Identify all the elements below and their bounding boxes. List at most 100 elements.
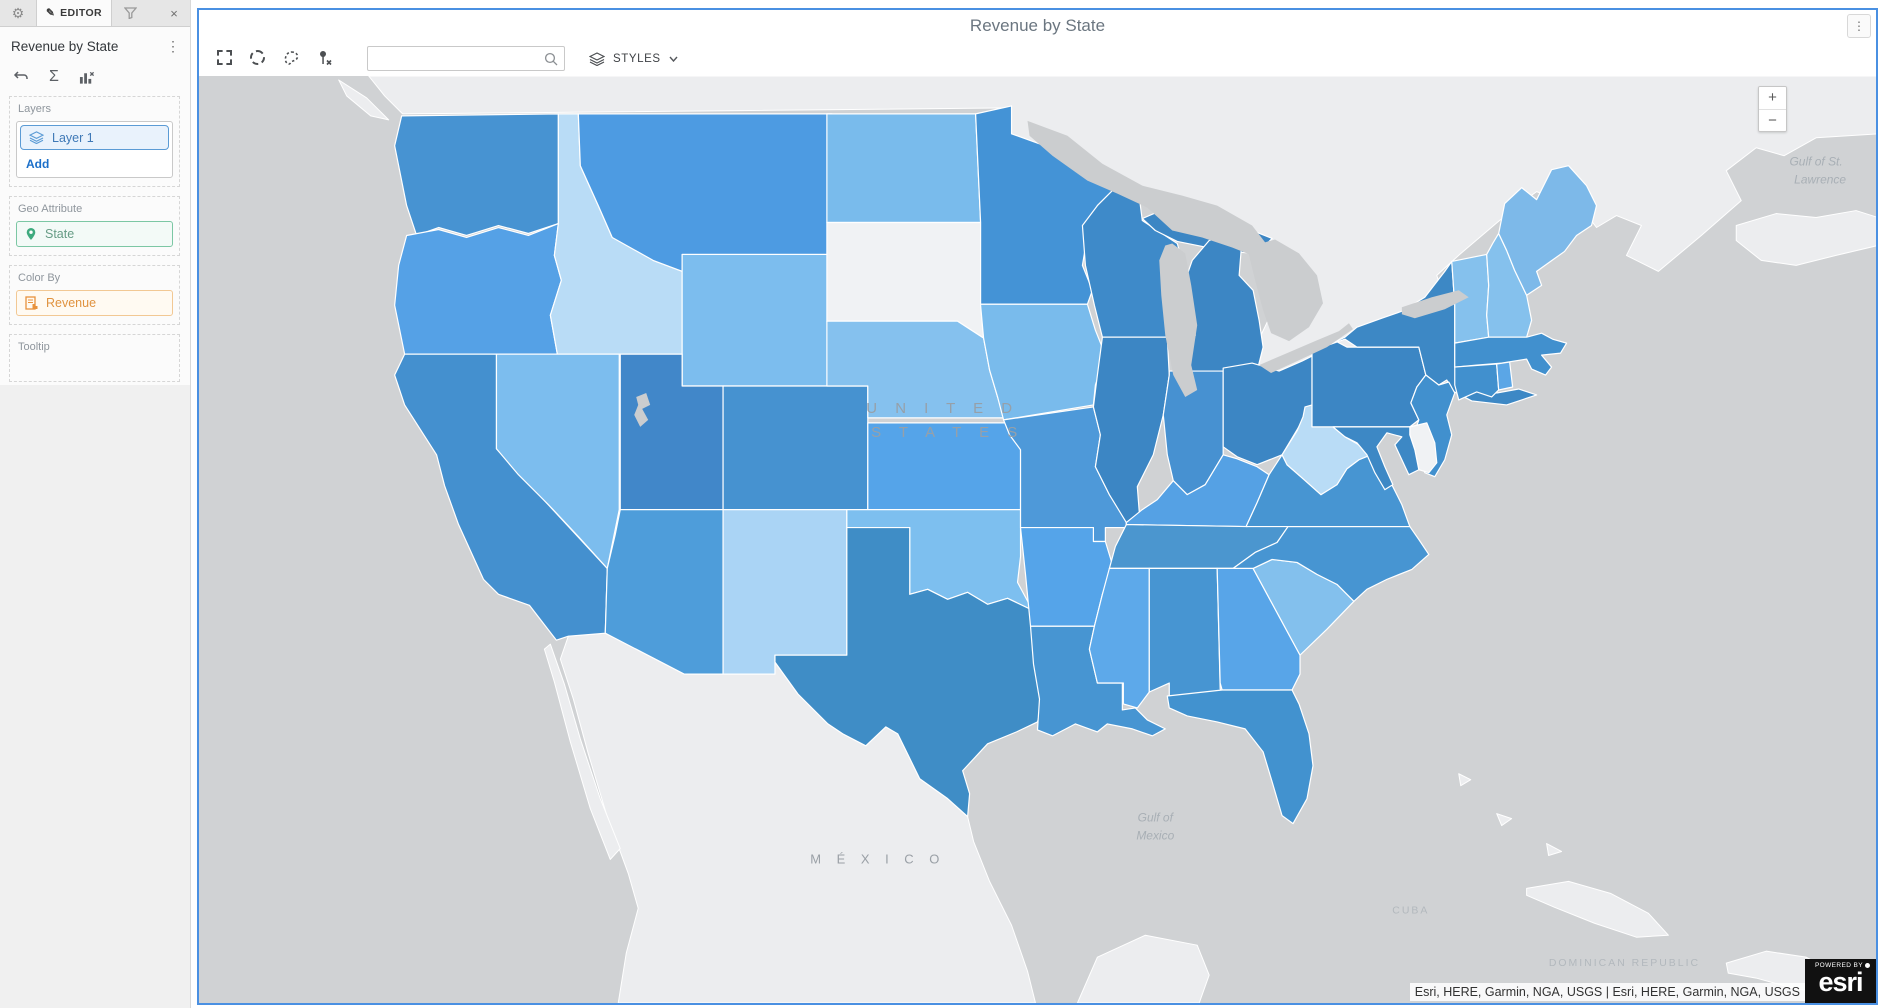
layer-item-selected[interactable]: Layer 1: [20, 125, 169, 150]
map-label: Gulf of St.: [1790, 155, 1843, 169]
land-vancouver-island: [338, 79, 390, 121]
state-fl[interactable]: [1166, 689, 1314, 825]
state-wa[interactable]: [394, 113, 559, 237]
state-pa[interactable]: [1311, 338, 1427, 428]
sigma-icon[interactable]: Σ: [49, 68, 59, 85]
land-cuba: [1526, 880, 1669, 938]
styles-dropdown[interactable]: STYLES: [589, 51, 678, 66]
state-nh[interactable]: [1486, 232, 1533, 338]
styles-label: STYLES: [613, 52, 661, 65]
great-salt-lake: [634, 392, 651, 427]
geo-attribute-pill[interactable]: State: [16, 221, 173, 247]
panel-kebab-menu[interactable]: ⋮: [166, 38, 180, 54]
lake-superior: [1027, 120, 1270, 258]
section-tooltip: Tooltip: [9, 334, 180, 382]
state-md[interactable]: [1332, 426, 1420, 491]
widget-title: Revenue by State: [969, 15, 1106, 35]
color-by-pill[interactable]: Revenue: [16, 290, 173, 316]
map-label: Mexico: [1136, 829, 1174, 843]
map-label: M É X I C O: [810, 851, 945, 866]
land-baja-california: [543, 643, 621, 860]
land-bahama-3: [1458, 773, 1472, 787]
land-bahama-2: [1546, 843, 1563, 856]
layers-icon: [29, 131, 44, 144]
state-or[interactable]: [394, 222, 562, 355]
map-attribution: Esri, HERE, Garmin, NGA, USGS | Esri, HE…: [1409, 983, 1805, 1001]
map-zoom-controls: + −: [1758, 86, 1787, 132]
tab-settings[interactable]: ⚙: [0, 0, 36, 26]
panel-title: Revenue by State: [11, 39, 119, 54]
state-ia[interactable]: [980, 303, 1106, 421]
lake-ontario: [1401, 290, 1469, 319]
section-layers: Layers Layer 1 Add: [9, 96, 180, 187]
esri-dot-icon: [1865, 962, 1870, 968]
state-me[interactable]: [1498, 165, 1598, 296]
choropleth-map[interactable]: U N I T E D S T A T E S M É X I C O Gulf of…: [199, 76, 1876, 1003]
color-by-label: Color By: [18, 272, 61, 284]
state-nd[interactable]: [826, 113, 982, 224]
map-widget: Revenue by State ⋮: [197, 8, 1878, 1005]
pencil-icon: ✎: [45, 7, 56, 19]
styles-layers-icon: [589, 51, 605, 66]
esri-logo: POWERED BY esri: [1805, 959, 1876, 1003]
funnel-icon: [123, 7, 137, 19]
section-color-by: Color By Revenue: [9, 265, 180, 325]
chevron-down-icon: [669, 56, 678, 62]
search-icon: [544, 52, 558, 65]
state-nv[interactable]: [495, 353, 620, 570]
gear-icon: ⚙: [11, 4, 25, 21]
geo-attribute-label: Geo Attribute: [18, 203, 83, 215]
section-geo-attribute: Geo Attribute State: [9, 196, 180, 256]
panel-close-button[interactable]: ×: [158, 0, 190, 26]
lake-michigan: [1159, 243, 1198, 397]
map-label: U N I T E D: [866, 400, 1019, 417]
zoom-out-button[interactable]: −: [1759, 109, 1786, 131]
layer-item-label: Layer 1: [52, 130, 94, 145]
state-wy[interactable]: [681, 253, 833, 387]
zoom-in-button[interactable]: +: [1759, 87, 1786, 109]
lake-erie: [1259, 323, 1353, 374]
land-yucatan: [1076, 934, 1210, 1003]
undo-icon[interactable]: [13, 69, 29, 85]
panel-tabbar: ⚙ ✎ EDITOR ×: [0, 0, 190, 27]
lasso-select-icon[interactable]: [283, 50, 300, 67]
add-layer-button[interactable]: Add: [26, 157, 50, 171]
state-tx[interactable]: [774, 526, 1044, 818]
map-search-box: [367, 46, 565, 71]
map-canvas[interactable]: U N I T E D S T A T E S M É X I C O Gulf of…: [199, 76, 1876, 1003]
layers-label: Layers: [18, 103, 52, 115]
map-label: Lawrence: [1794, 173, 1846, 187]
state-nc[interactable]: [1232, 525, 1430, 602]
geo-attribute-value: State: [45, 227, 75, 241]
tab-editor[interactable]: ✎ EDITOR: [36, 0, 112, 26]
measure-icon: [25, 296, 38, 310]
map-toolbar: STYLES: [199, 41, 1876, 76]
lake-huron: [1247, 239, 1323, 342]
map-search-input[interactable]: [368, 47, 544, 70]
esri-brand-label: esri: [1818, 967, 1863, 997]
close-icon: ×: [170, 5, 178, 21]
state-ri[interactable]: [1496, 361, 1514, 391]
land-nova-scotia: [1735, 210, 1876, 266]
land-bahama-1: [1496, 813, 1513, 827]
map-pin-icon: [26, 228, 36, 240]
editor-panel: ⚙ ✎ EDITOR × Revenue by State ⋮ Σ: [0, 0, 191, 1008]
chart-clear-icon[interactable]: [79, 69, 95, 85]
layers-box: Layer 1 Add: [16, 121, 173, 178]
tooltip-label: Tooltip: [18, 341, 50, 353]
state-nm[interactable]: [722, 508, 848, 675]
map-label: S T A T E S: [871, 424, 1024, 441]
widget-header: Revenue by State ⋮: [199, 10, 1876, 41]
map-label: CUBA: [1392, 905, 1429, 916]
powered-by-label: POWERED BY: [1814, 962, 1863, 969]
state-co[interactable]: [722, 385, 869, 511]
state-al[interactable]: [1148, 567, 1226, 700]
map-label: DOMINICAN REPUBLIC: [1549, 958, 1700, 969]
widget-kebab-menu[interactable]: ⋮: [1847, 14, 1871, 38]
tab-filter[interactable]: [112, 0, 148, 26]
clear-pins-icon[interactable]: [316, 50, 333, 67]
circle-select-icon[interactable]: [250, 50, 267, 67]
rectangle-select-icon[interactable]: [217, 50, 234, 67]
color-by-value: Revenue: [46, 296, 97, 310]
map-label: Gulf of: [1138, 811, 1175, 825]
